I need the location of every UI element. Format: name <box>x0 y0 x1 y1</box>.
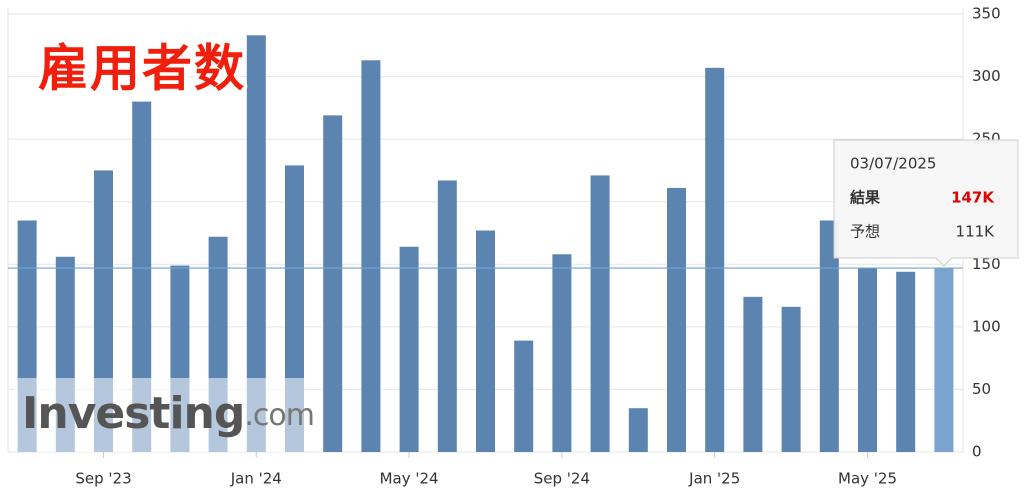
bar <box>361 60 381 452</box>
bar <box>705 67 725 452</box>
bar <box>437 180 457 452</box>
tooltip-value: 111K <box>956 223 996 241</box>
tooltip-box <box>833 139 1019 267</box>
x-tick-label: May '24 <box>380 470 439 488</box>
bar <box>399 246 419 452</box>
tooltip-date: 03/07/2025 <box>850 155 936 173</box>
bar <box>781 306 801 452</box>
bar <box>819 220 839 452</box>
y-tick-label: 100 <box>972 317 1001 335</box>
x-tick-label: Jan '25 <box>688 470 740 488</box>
chart-title: 雇用者数 <box>38 40 246 98</box>
watermark-text: Investing <box>22 388 244 439</box>
bar <box>743 296 763 452</box>
bar <box>934 268 954 452</box>
bar <box>246 35 266 452</box>
watermark-text: .com <box>244 398 314 433</box>
bar <box>514 340 534 452</box>
watermark: Investing.com <box>22 388 314 439</box>
watermark-overlay <box>14 378 306 452</box>
tooltip-label: 結果 <box>850 189 881 207</box>
y-tick-label: 50 <box>972 380 991 398</box>
bar <box>132 101 152 452</box>
x-tick-label: May '25 <box>838 470 897 488</box>
x-tick-label: Sep '24 <box>534 470 590 488</box>
tooltip-value: 147K <box>951 189 995 207</box>
y-tick-label: 0 <box>972 443 982 461</box>
y-tick-label: 350 <box>972 5 1001 23</box>
bar <box>590 175 610 453</box>
bar <box>667 187 686 452</box>
y-tick-label: 300 <box>972 67 1001 85</box>
x-tick-label: Sep '23 <box>75 470 131 488</box>
y-tick-label: 150 <box>972 255 1001 273</box>
bar <box>858 268 877 452</box>
bar <box>552 254 572 452</box>
bar <box>896 271 916 452</box>
tooltip-label: 予想 <box>850 223 880 241</box>
bar <box>628 408 648 452</box>
bar <box>323 115 343 452</box>
x-tick-label: Jan '24 <box>230 470 282 488</box>
bar <box>476 230 495 452</box>
